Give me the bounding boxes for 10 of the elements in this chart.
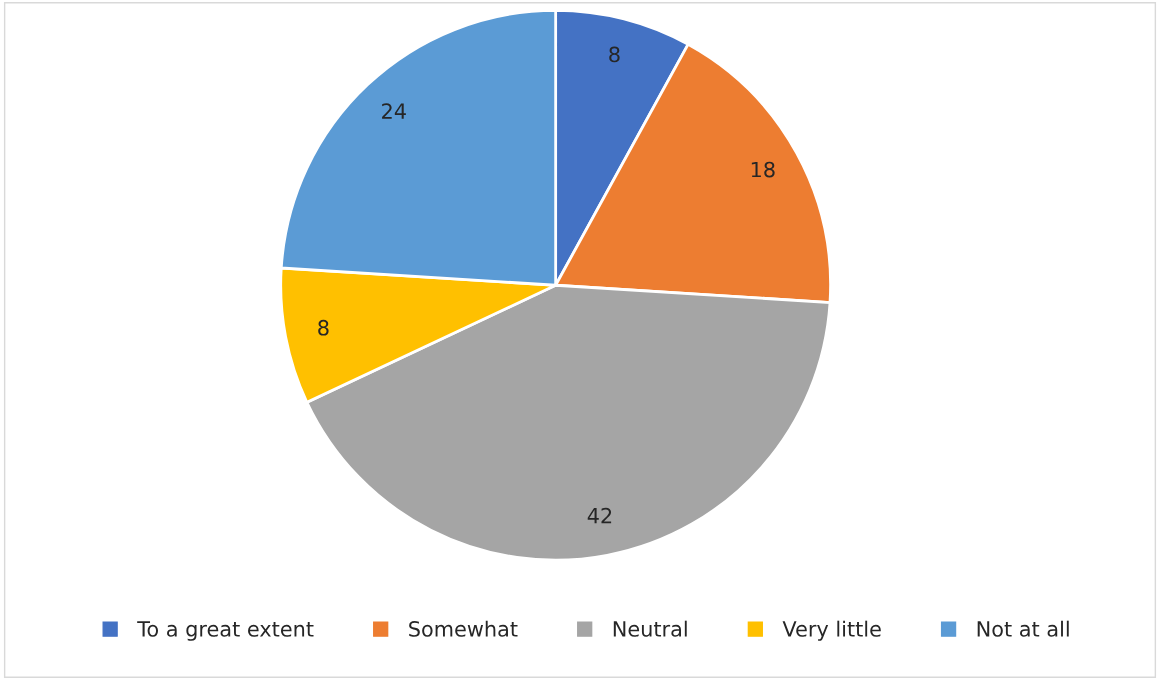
data-label: 42 [587,507,612,524]
legend-label: Not at all [977,620,1069,637]
legend-label: To a great extent [137,621,314,641]
legend-label: Very little [782,620,881,641]
legend-label: Neutral [613,620,687,637]
data-label: 8 [609,46,620,63]
legend-label: Somewhat [409,620,518,637]
data-label: 8 [318,319,329,336]
data-label: 18 [751,161,775,178]
data-label: 24 [382,103,406,119]
